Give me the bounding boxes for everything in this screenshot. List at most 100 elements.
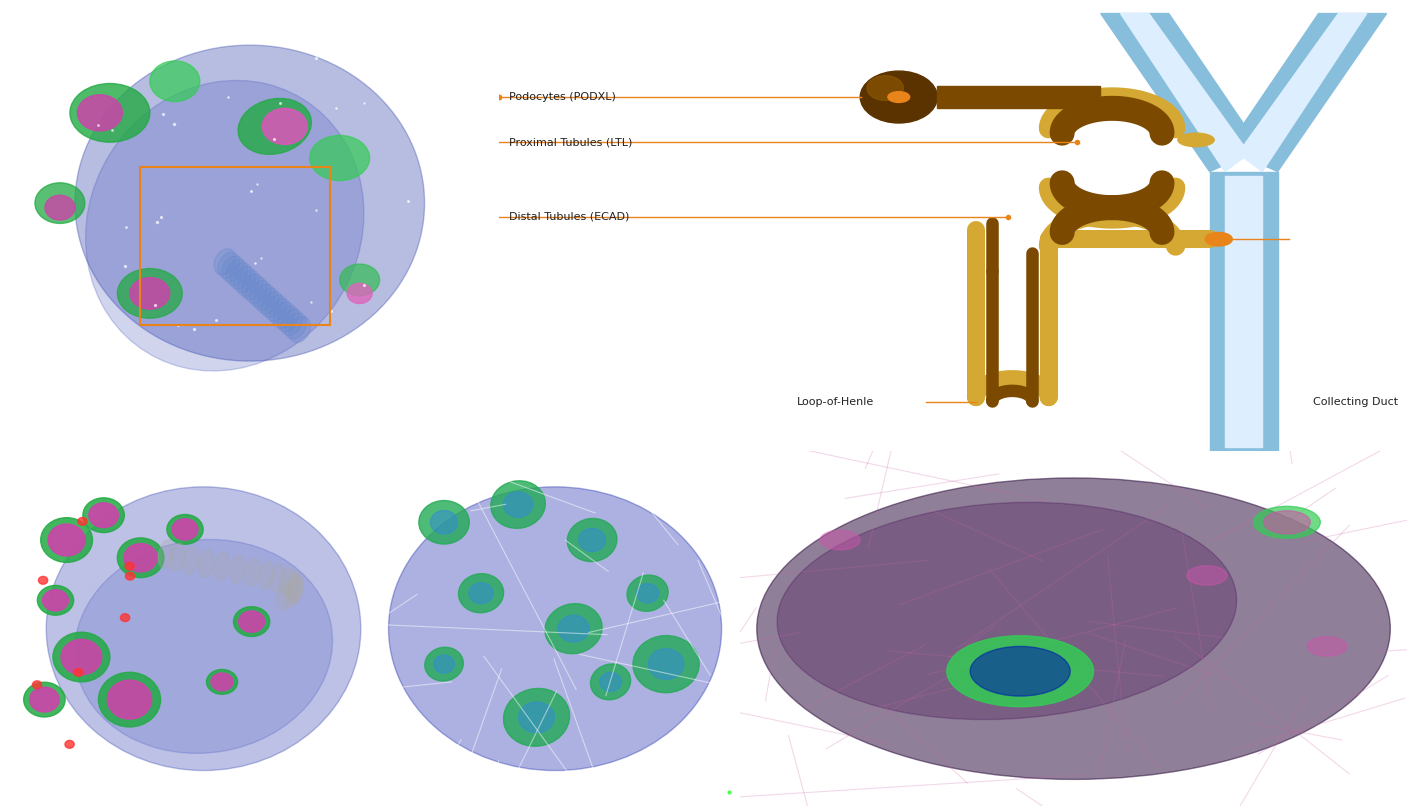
- Ellipse shape: [269, 298, 291, 325]
- Point: [307, 44, 329, 57]
- Point: [239, 422, 262, 434]
- Ellipse shape: [279, 567, 294, 596]
- Point: [439, 159, 461, 172]
- Ellipse shape: [121, 613, 129, 621]
- Ellipse shape: [73, 669, 83, 676]
- Point: [141, 401, 163, 413]
- Point: [729, 789, 751, 802]
- Ellipse shape: [218, 252, 239, 278]
- Point: [353, 97, 376, 110]
- Point: [148, 457, 170, 470]
- Point: [1142, 667, 1165, 680]
- Point: [633, 568, 656, 581]
- Point: [20, 786, 42, 799]
- Ellipse shape: [149, 61, 200, 102]
- Ellipse shape: [214, 552, 229, 580]
- Ellipse shape: [777, 502, 1237, 720]
- Ellipse shape: [38, 576, 48, 584]
- Point: [110, 613, 132, 625]
- Ellipse shape: [636, 584, 658, 603]
- Ellipse shape: [431, 510, 457, 534]
- Ellipse shape: [578, 529, 605, 551]
- Bar: [937, 85, 1100, 108]
- Ellipse shape: [425, 647, 463, 681]
- Point: [405, 349, 428, 362]
- Bar: [1225, 176, 1262, 447]
- Ellipse shape: [107, 680, 152, 719]
- Point: [587, 461, 609, 474]
- Point: [570, 514, 592, 527]
- Ellipse shape: [259, 562, 274, 589]
- Point: [1182, 517, 1204, 530]
- Ellipse shape: [24, 682, 65, 717]
- Point: [439, 698, 461, 711]
- Point: [305, 52, 328, 64]
- Point: [1376, 629, 1399, 642]
- Ellipse shape: [227, 260, 248, 285]
- Point: [533, 604, 556, 617]
- Ellipse shape: [38, 585, 73, 615]
- Point: [426, 329, 449, 342]
- Ellipse shape: [1254, 506, 1320, 538]
- Point: [159, 393, 182, 406]
- Ellipse shape: [89, 503, 118, 528]
- Point: [325, 101, 348, 114]
- Ellipse shape: [469, 583, 494, 604]
- Point: [59, 313, 82, 326]
- Point: [545, 620, 567, 633]
- Point: [170, 781, 193, 794]
- Point: [110, 403, 132, 416]
- Point: [217, 90, 239, 103]
- Point: [235, 617, 257, 629]
- Point: [545, 460, 567, 473]
- Point: [324, 596, 346, 609]
- Point: [1074, 744, 1096, 757]
- Point: [104, 554, 127, 567]
- Point: [307, 609, 329, 621]
- Point: [397, 194, 419, 207]
- Point: [101, 123, 124, 136]
- Ellipse shape: [288, 574, 304, 601]
- Ellipse shape: [262, 292, 283, 318]
- Point: [606, 729, 629, 742]
- Point: [197, 793, 219, 806]
- Point: [525, 726, 547, 739]
- Point: [13, 532, 35, 545]
- Point: [136, 741, 159, 754]
- Point: [1088, 773, 1110, 786]
- Ellipse shape: [286, 571, 301, 599]
- Point: [374, 762, 397, 775]
- Ellipse shape: [45, 195, 75, 220]
- Ellipse shape: [519, 702, 554, 733]
- Point: [491, 590, 514, 603]
- Ellipse shape: [70, 84, 149, 142]
- Ellipse shape: [238, 270, 259, 297]
- Point: [167, 318, 190, 331]
- Point: [243, 256, 266, 269]
- Ellipse shape: [198, 550, 214, 577]
- Ellipse shape: [170, 543, 186, 571]
- Ellipse shape: [281, 310, 303, 335]
- Ellipse shape: [234, 267, 255, 293]
- Point: [52, 488, 75, 501]
- Ellipse shape: [277, 583, 293, 611]
- Point: [412, 148, 435, 161]
- Point: [407, 300, 429, 313]
- Point: [35, 279, 58, 292]
- Point: [204, 314, 227, 326]
- Point: [245, 446, 267, 459]
- Ellipse shape: [266, 295, 287, 322]
- Point: [49, 293, 72, 305]
- Ellipse shape: [117, 538, 165, 578]
- Point: [245, 688, 267, 700]
- Point: [239, 185, 262, 197]
- Point: [353, 279, 376, 292]
- Ellipse shape: [867, 76, 903, 101]
- Ellipse shape: [947, 636, 1093, 707]
- Point: [481, 629, 504, 642]
- Point: [1220, 575, 1242, 588]
- Ellipse shape: [41, 517, 93, 563]
- Point: [139, 716, 162, 729]
- Ellipse shape: [287, 576, 303, 604]
- Ellipse shape: [1263, 511, 1310, 534]
